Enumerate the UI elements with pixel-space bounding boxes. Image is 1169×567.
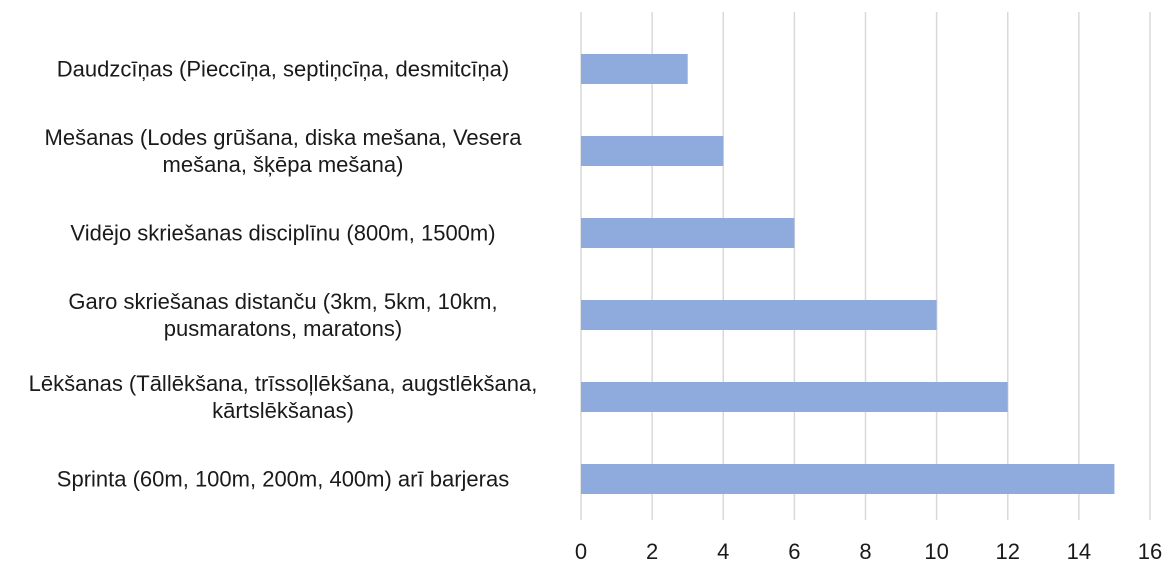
y-tick-label: Vidējo skriešanas disciplīnu (800m, 1500…: [70, 220, 496, 246]
y-tick-label: Mešanas (Lodes grūšana, diska mešana, Ve…: [44, 125, 522, 177]
x-tick-label: 12: [996, 539, 1020, 564]
y-tick-label: Sprinta (60m, 100m, 200m, 400m) arī barj…: [56, 466, 510, 492]
bar: [581, 464, 1115, 494]
y-tick-label: Garo skriešanas distanču (3km, 5km, 10km…: [68, 289, 498, 341]
x-tick-label: 0: [575, 539, 587, 564]
x-tick-label: 8: [859, 539, 871, 564]
y-tick-label: Daudzcīņas (Pieccīņa, septiņcīņa, desmit…: [56, 56, 510, 82]
x-tick-label: 6: [788, 539, 800, 564]
x-tick-label: 14: [1067, 539, 1091, 564]
x-tick-label: 2: [646, 539, 658, 564]
bar: [581, 382, 1008, 412]
bar: [581, 136, 724, 166]
x-tick-label: 4: [717, 539, 729, 564]
bar: [581, 54, 688, 84]
x-tick-label: 16: [1138, 539, 1162, 564]
x-tick-label: 10: [924, 539, 948, 564]
bar: [581, 300, 937, 330]
y-tick-label: Lēkšanas (Tāllēkšana, trīssoļlēkšana, au…: [28, 371, 538, 423]
bar: [581, 218, 795, 248]
